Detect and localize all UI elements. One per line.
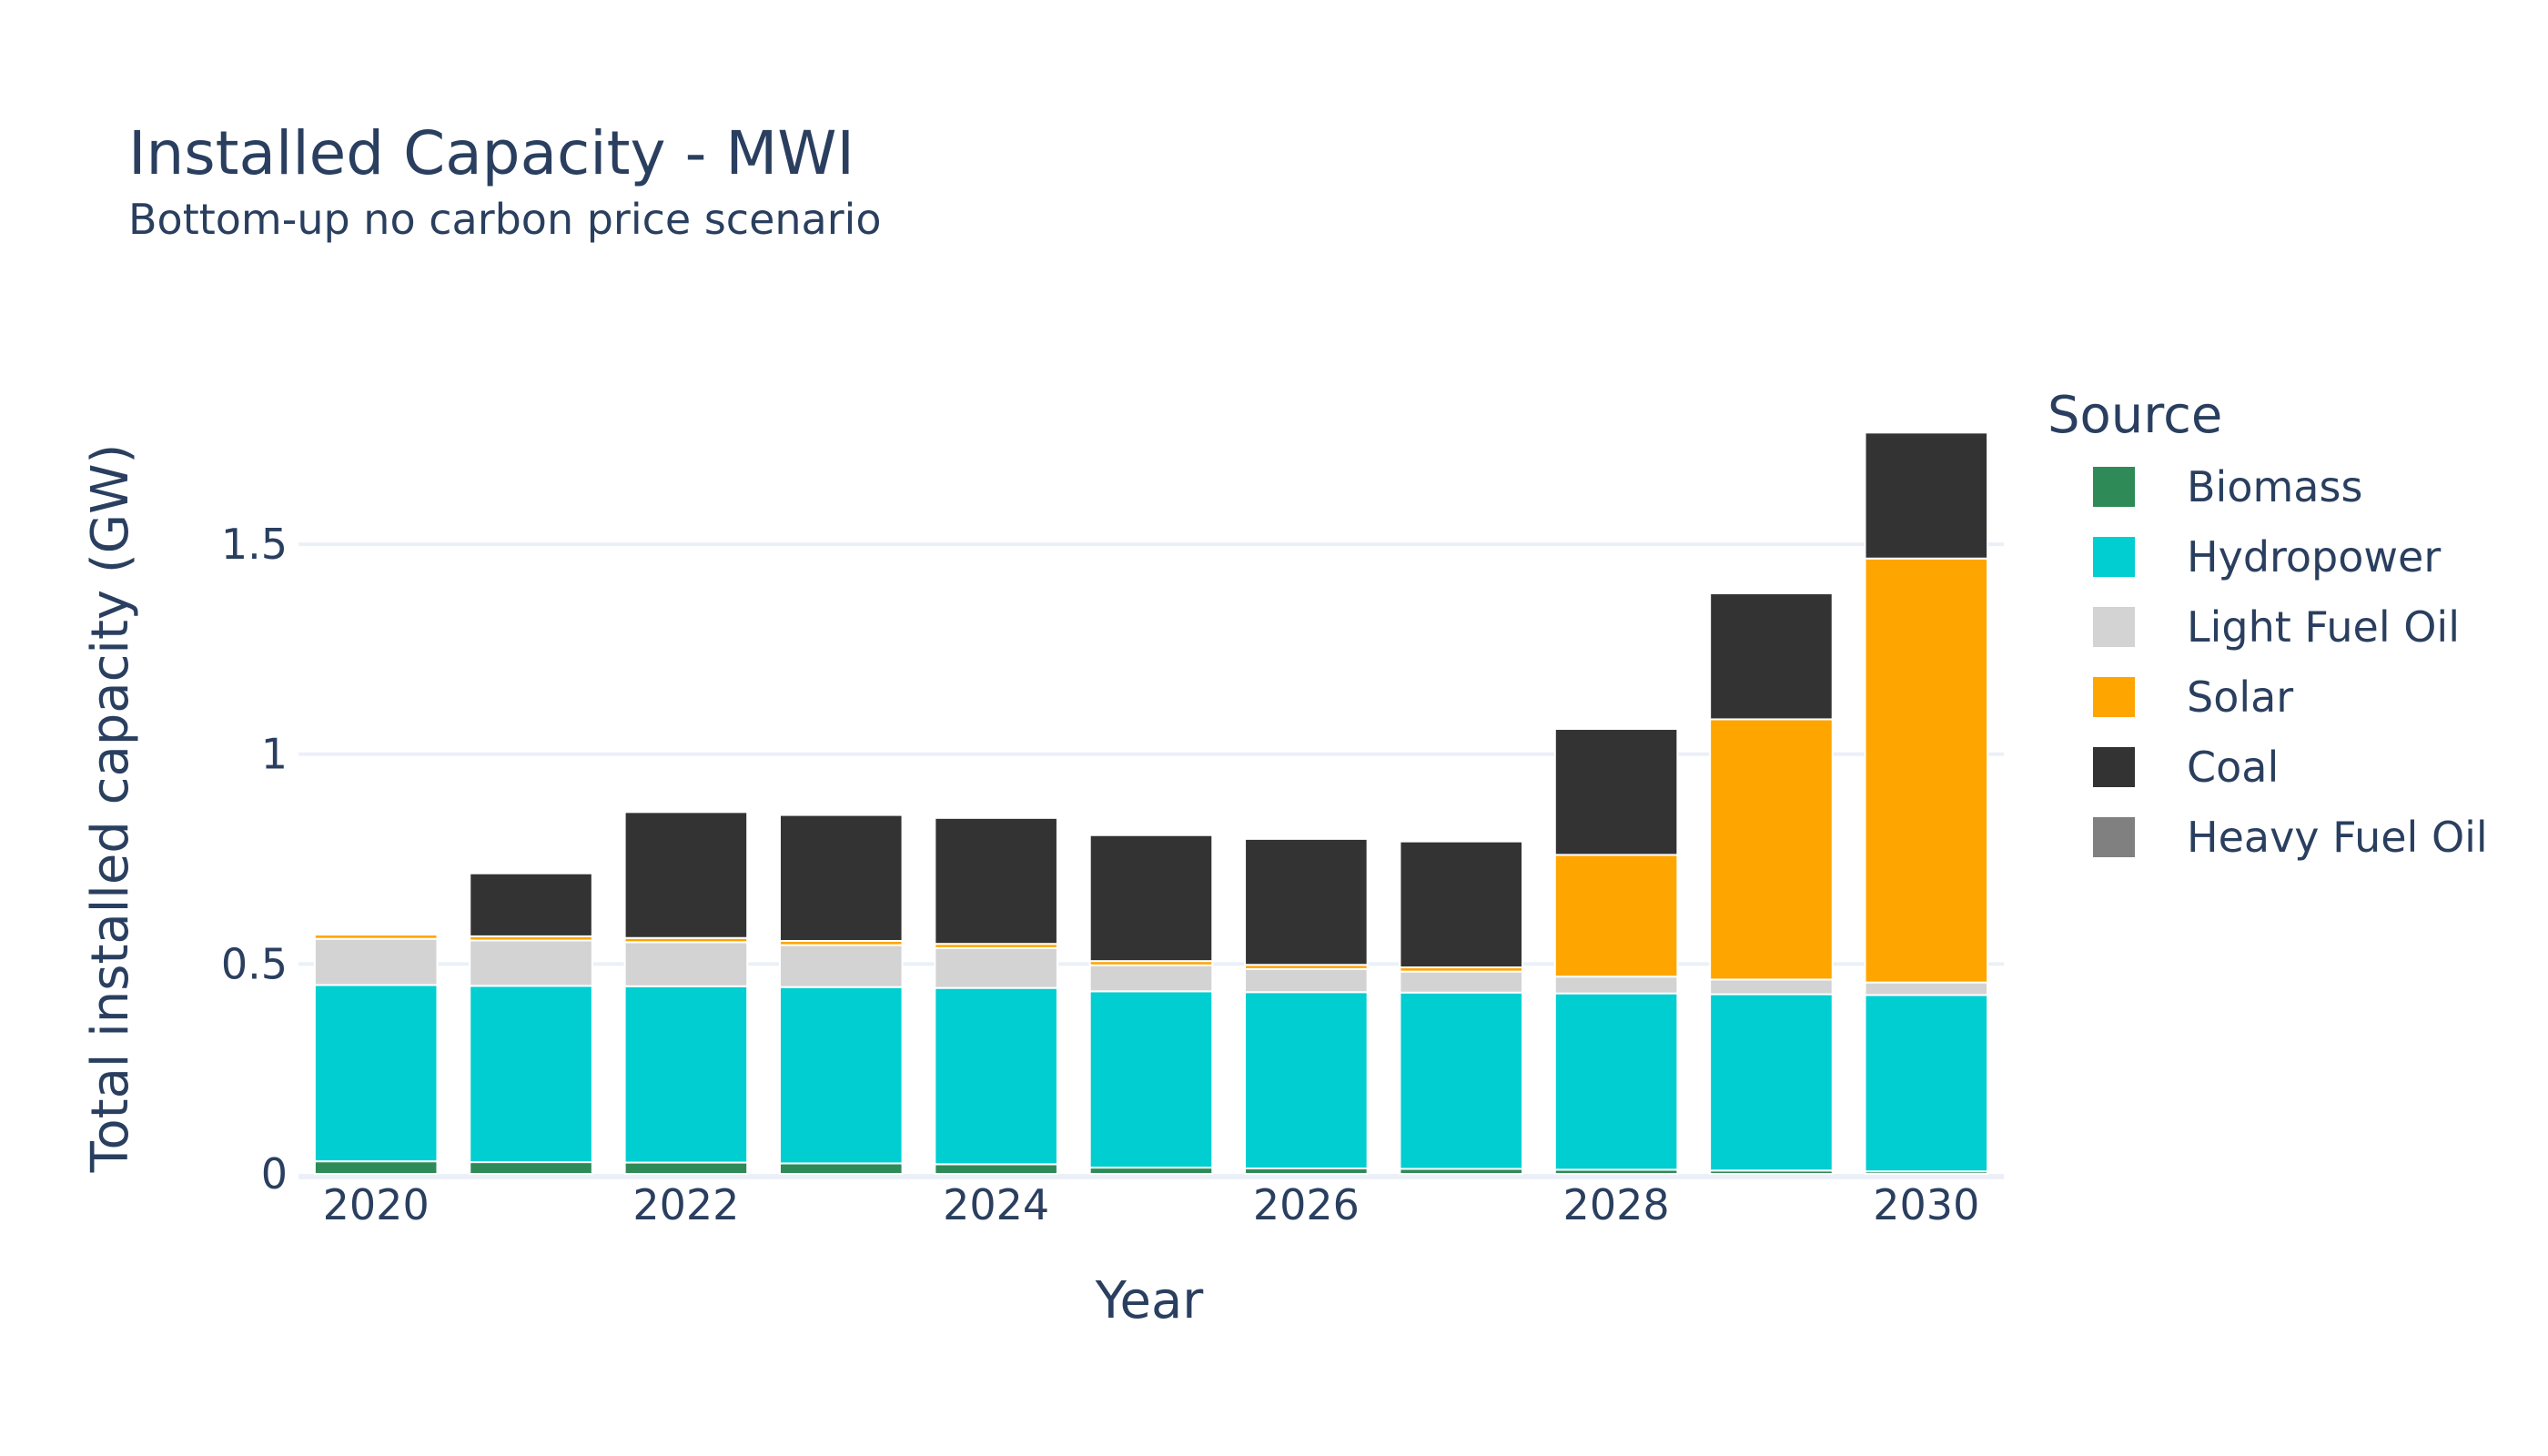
legend-label-light-fuel-oil: Light Fuel Oil [2187, 602, 2460, 652]
bar-light-fuel-oil-2029 [1709, 978, 1834, 996]
bar-coal-2025 [1088, 834, 1214, 963]
bar-series [313, 431, 1989, 1176]
legend-label-hydropower: Hydropower [2187, 532, 2441, 581]
legend-swatch-coal [2093, 747, 2135, 787]
bar-light-fuel-oil-2020 [313, 937, 439, 986]
bar-solar-2028 [1553, 854, 1679, 978]
bar-hydropower-2029 [1709, 993, 1834, 1172]
bar-light-fuel-oil-2023 [778, 944, 904, 988]
bar-hydropower-2025 [1088, 990, 1214, 1169]
legend: Source Biomass Hydropower Light Fuel Oil So… [2048, 386, 2488, 862]
bar-biomass-2022 [623, 1161, 749, 1176]
legend-swatch-light-fuel-oil [2093, 607, 2135, 647]
bar-solar-2020 [313, 934, 439, 940]
y-tick-label-2: 1 [261, 730, 288, 779]
bar-hydropower-2020 [313, 984, 439, 1163]
y-tick-label-3: 1.5 [221, 520, 288, 569]
bar-coal-2027 [1399, 840, 1524, 969]
bar-coal-2023 [778, 814, 904, 942]
legend-label-heavy-fuel-oil: Heavy Fuel Oil [2187, 813, 2488, 862]
legend-label-coal: Coal [2187, 743, 2279, 792]
x-tick-label-2020: 2020 [323, 1180, 430, 1229]
bar-biomass-2023 [778, 1162, 904, 1176]
bar-light-fuel-oil-2028 [1553, 976, 1679, 995]
bar-hydropower-2024 [934, 986, 1058, 1166]
x-axis-ticks: 2020 2022 2024 2026 2028 2030 [323, 1180, 1980, 1229]
bar-hydropower-2027 [1399, 991, 1524, 1170]
x-tick-label-2030: 2030 [1873, 1180, 1979, 1229]
bar-light-fuel-oil-2022 [623, 941, 749, 987]
legend-label-biomass: Biomass [2187, 462, 2362, 511]
legend-label-solar: Solar [2187, 672, 2293, 722]
bar-biomass-2021 [469, 1161, 593, 1175]
bar-solar-2029 [1709, 718, 1834, 981]
bar-coal-2022 [623, 811, 749, 939]
bar-light-fuel-oil-2030 [1864, 981, 1989, 996]
bar-hydropower-2030 [1864, 994, 1989, 1173]
legend-swatch-solar [2093, 677, 2135, 717]
bar-hydropower-2022 [623, 985, 749, 1164]
bar-biomass-2020 [313, 1160, 439, 1175]
y-tick-label-1: 0.5 [221, 939, 288, 988]
bar-light-fuel-oil-2021 [469, 939, 593, 987]
bar-coal-2028 [1553, 728, 1679, 856]
bar-light-fuel-oil-2024 [934, 946, 1058, 989]
bar-light-fuel-oil-2025 [1088, 964, 1214, 993]
bar-biomass-2025 [1088, 1167, 1214, 1176]
x-axis-title: Year [1095, 1271, 1205, 1330]
bar-coal-2029 [1709, 592, 1834, 721]
chart-subtitle: Bottom-up no carbon price scenario [128, 195, 882, 244]
bar-light-fuel-oil-2026 [1244, 967, 1369, 994]
bar-solar-2030 [1864, 557, 1989, 984]
legend-swatch-hydropower [2093, 537, 2135, 577]
bar-hydropower-2028 [1553, 992, 1679, 1171]
x-tick-label-2028: 2028 [1563, 1180, 1670, 1229]
bar-biomass-2024 [934, 1163, 1058, 1176]
legend-swatch-biomass [2093, 467, 2135, 507]
y-axis-title: Total installed capacity (GW) [81, 444, 140, 1174]
bar-coal-2021 [469, 872, 593, 937]
bar-light-fuel-oil-2027 [1399, 970, 1524, 994]
chart-title: Installed Capacity - MWI [128, 118, 855, 188]
x-tick-label-2024: 2024 [943, 1180, 1049, 1229]
legend-title: Source [2048, 386, 2222, 445]
x-tick-label-2022: 2022 [632, 1180, 739, 1229]
bar-coal-2026 [1244, 837, 1369, 966]
bar-hydropower-2023 [778, 986, 904, 1165]
x-tick-label-2026: 2026 [1253, 1180, 1360, 1229]
y-axis-ticks: 0 0.5 1 1.5 [221, 520, 288, 1198]
legend-swatch-heavy-fuel-oil [2093, 817, 2135, 857]
bar-coal-2030 [1864, 431, 1989, 560]
bar-hydropower-2026 [1244, 991, 1369, 1170]
y-tick-label-0: 0 [261, 1149, 288, 1198]
bar-coal-2024 [934, 816, 1058, 945]
bar-hydropower-2021 [469, 985, 593, 1164]
